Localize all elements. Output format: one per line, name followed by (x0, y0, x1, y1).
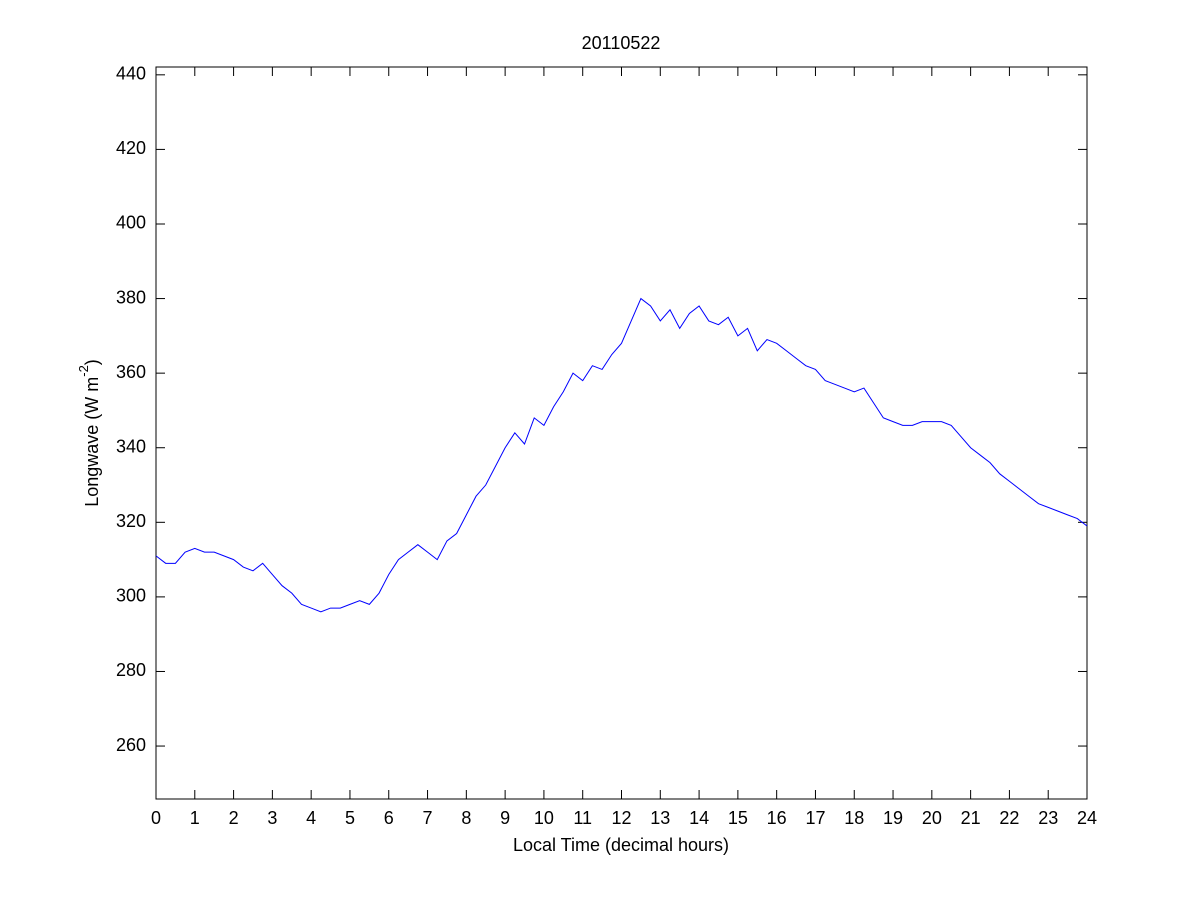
y-tick-label: 300 (116, 586, 146, 606)
x-tick-label: 9 (500, 808, 510, 828)
x-tick-label: 7 (423, 808, 433, 828)
x-tick-label: 19 (883, 808, 903, 828)
y-tick-label: 280 (116, 660, 146, 680)
x-tick-label: 17 (805, 808, 825, 828)
chart-title: 20110522 (582, 33, 661, 53)
data-line (155, 297, 1088, 613)
y-tick-label: 440 (116, 64, 146, 84)
y-tick-label: 340 (116, 436, 146, 456)
x-tick-label: 23 (1038, 808, 1058, 828)
x-tick-label: 20 (922, 808, 942, 828)
y-tick-label: 320 (116, 511, 146, 531)
y-tick-label: 360 (116, 362, 146, 382)
x-tick-label: 14 (689, 808, 709, 828)
x-axis-label: Local Time (decimal hours) (513, 835, 729, 855)
x-tick-label: 13 (650, 808, 670, 828)
x-tick-label: 1 (190, 808, 200, 828)
x-tick-label: 18 (844, 808, 864, 828)
x-tick-label: 3 (267, 808, 277, 828)
x-tick-label: 10 (534, 808, 554, 828)
y-tick-label: 260 (116, 735, 146, 755)
plot-area (155, 66, 1088, 800)
x-tick-label: 11 (573, 808, 592, 828)
y-tick-label: 420 (116, 138, 146, 158)
x-tick-label: 6 (384, 808, 394, 828)
x-tick-label: 15 (728, 808, 748, 828)
x-tick-label: 21 (961, 808, 981, 828)
x-tick-label: 24 (1077, 808, 1097, 828)
x-tick-label: 8 (461, 808, 471, 828)
y-label-main: Longwave (W m (82, 377, 102, 507)
x-tick-label: 4 (306, 808, 316, 828)
x-tick-label: 12 (611, 808, 631, 828)
x-tick-label: 5 (345, 808, 355, 828)
y-axis-label: Longwave (W m-2) (76, 359, 101, 507)
x-tick-label: 16 (767, 808, 787, 828)
y-tick-label: 400 (116, 213, 146, 233)
y-tick-label: 380 (116, 287, 146, 307)
x-tick-label: 22 (999, 808, 1019, 828)
y-label-sup: -2 (76, 365, 91, 377)
y-label-end: ) (82, 359, 102, 365)
x-tick-label: 2 (229, 808, 239, 828)
x-tick-label: 0 (151, 808, 161, 828)
